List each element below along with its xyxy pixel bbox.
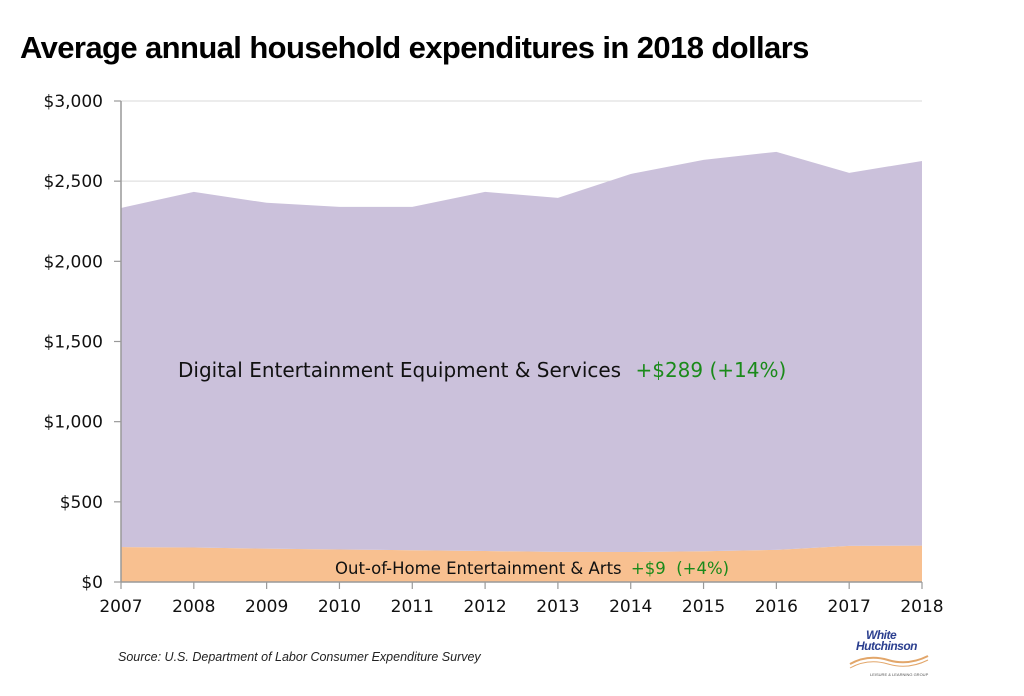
out-of-home-series-label: Out-of-Home Entertainment & Arts +$9 (+4… [335,559,729,578]
out-of-home-series-name: Out-of-Home Entertainment & Arts [335,559,622,578]
x-tick-label: 2012 [463,597,506,617]
x-tick-label: 2011 [391,597,434,617]
y-tick-label: $3,000 [44,92,103,112]
digital-area [121,151,922,553]
x-axis-ticks: 2007 2008 2009 2010 2011 2012 2013 2014 2015 2016… [99,582,944,617]
x-tick-label: 2014 [609,597,652,617]
logo-text-hutchinson: Hutchinson [856,639,918,653]
stacked-areas [121,151,922,582]
x-tick-label: 2017 [828,597,871,617]
chart-title: Average annual household expenditures in… [20,30,809,65]
y-tick-label: $0 [81,573,103,593]
source-note: Source: U.S. Department of Labor Consume… [118,650,481,664]
digital-series-label: Digital Entertainment Equipment & Servic… [178,358,786,382]
x-tick-label: 2015 [682,597,725,617]
x-tick-label: 2010 [318,597,361,617]
y-axis-ticks: $0 $500 $1,000 $1,500 $2,000 $2,500 $3,000 [44,92,121,593]
x-tick-label: 2018 [900,597,943,617]
digital-series-name: Digital Entertainment Equipment & Servic… [178,358,621,382]
logo-text-white: White [866,628,897,642]
x-tick-label: 2008 [172,597,215,617]
y-tick-label: $1,000 [44,413,103,433]
y-tick-label: $2,500 [44,172,103,192]
y-tick-label: $500 [60,493,103,513]
digital-series-delta: +$289 (+14%) [635,358,786,382]
y-tick-label: $2,000 [44,252,103,272]
white-hutchinson-logo: White Hutchinson LEISURE & LEARNING GROU… [848,628,930,686]
x-tick-label: 2009 [245,597,288,617]
out-of-home-series-delta: +$9 (+4%) [631,559,729,578]
x-tick-label: 2013 [536,597,579,617]
y-tick-label: $1,500 [44,333,103,353]
x-tick-label: 2016 [755,597,798,617]
logo-ribbon-icon [849,655,929,669]
x-tick-label: 2007 [99,597,142,617]
logo-tagline: LEISURE & LEARNING GROUP [870,672,929,677]
out-of-home-area [121,545,922,582]
